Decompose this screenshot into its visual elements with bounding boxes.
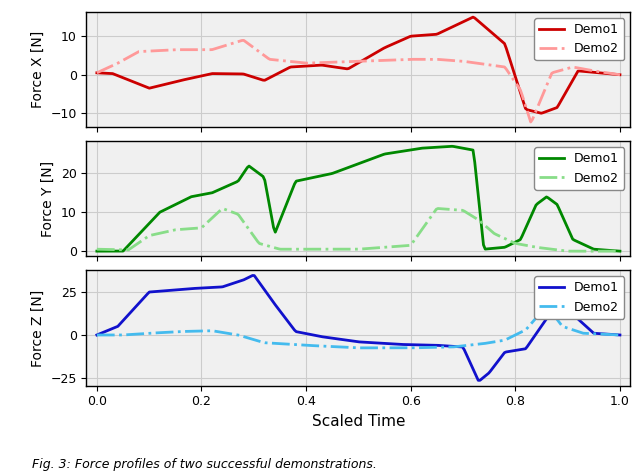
Demo2 [527,119,534,125]
Demo1 [616,248,624,254]
Demo1 [538,324,545,329]
Legend: Demo1, Demo2: Demo1, Demo2 [534,147,624,189]
X-axis label: Scaled Time: Scaled Time [312,414,405,429]
Demo2 [406,57,414,62]
Demo2 [404,57,412,62]
Demo1 [536,110,543,116]
Demo2 [415,57,422,62]
Demo2 [536,311,543,317]
Demo1 [469,14,477,20]
Demo1 [616,332,624,338]
Demo2 [403,243,410,248]
Demo2 [616,332,624,338]
Demo1 [448,143,456,149]
Demo2 [616,248,624,254]
Demo2 [95,247,102,252]
Demo1 [415,342,422,347]
Demo1 [95,248,102,254]
Demo1 [571,74,579,80]
Legend: Demo1, Demo2: Demo1, Demo2 [534,18,624,60]
Demo2 [404,345,412,351]
Demo2 [93,70,100,76]
Demo2 [434,206,442,211]
Demo1 [404,148,412,153]
Demo1 [95,331,102,337]
Demo1 [93,248,100,254]
Demo2 [95,332,102,338]
Demo2 [355,345,363,351]
Demo2 [565,248,573,254]
Demo1 [538,110,545,116]
Demo2 [240,38,248,43]
Demo1 [249,273,257,278]
Demo2 [406,345,414,351]
Demo1 [95,70,102,76]
Line: Demo1: Demo1 [97,17,620,113]
Line: Demo2: Demo2 [97,208,620,251]
Text: Fig. 3: Force profiles of two successful demonstrations.: Fig. 3: Force profiles of two successful… [32,458,377,471]
Line: Demo2: Demo2 [97,306,620,348]
Y-axis label: Force Z [N]: Force Z [N] [31,289,45,367]
Legend: Demo1, Demo2: Demo1, Demo2 [534,277,624,319]
Line: Demo1: Demo1 [97,146,620,251]
Demo1 [403,148,410,153]
Demo2 [404,243,412,248]
Demo1 [571,313,579,318]
Demo2 [571,64,579,70]
Demo2 [538,96,545,101]
Demo1 [93,70,100,76]
Demo2 [571,327,579,333]
Demo1 [403,35,410,41]
Demo2 [93,332,100,338]
Demo1 [616,72,624,78]
Demo2 [95,69,102,75]
Demo2 [413,234,421,239]
Demo2 [93,247,100,252]
Y-axis label: Force X [N]: Force X [N] [31,31,45,108]
Demo2 [536,245,543,250]
Demo1 [404,34,412,40]
Demo1 [569,236,577,242]
Demo1 [404,342,412,347]
Line: Demo1: Demo1 [97,276,620,380]
Demo2 [415,345,422,350]
Demo2 [543,303,550,309]
Demo1 [413,146,421,152]
Demo1 [406,342,414,347]
Demo1 [93,332,100,338]
Line: Demo2: Demo2 [97,40,620,122]
Demo1 [536,199,543,205]
Demo2 [616,72,624,78]
Demo2 [571,248,579,254]
Demo1 [413,33,421,39]
Y-axis label: Force Y [N]: Force Y [N] [41,161,55,237]
Demo1 [474,377,482,383]
